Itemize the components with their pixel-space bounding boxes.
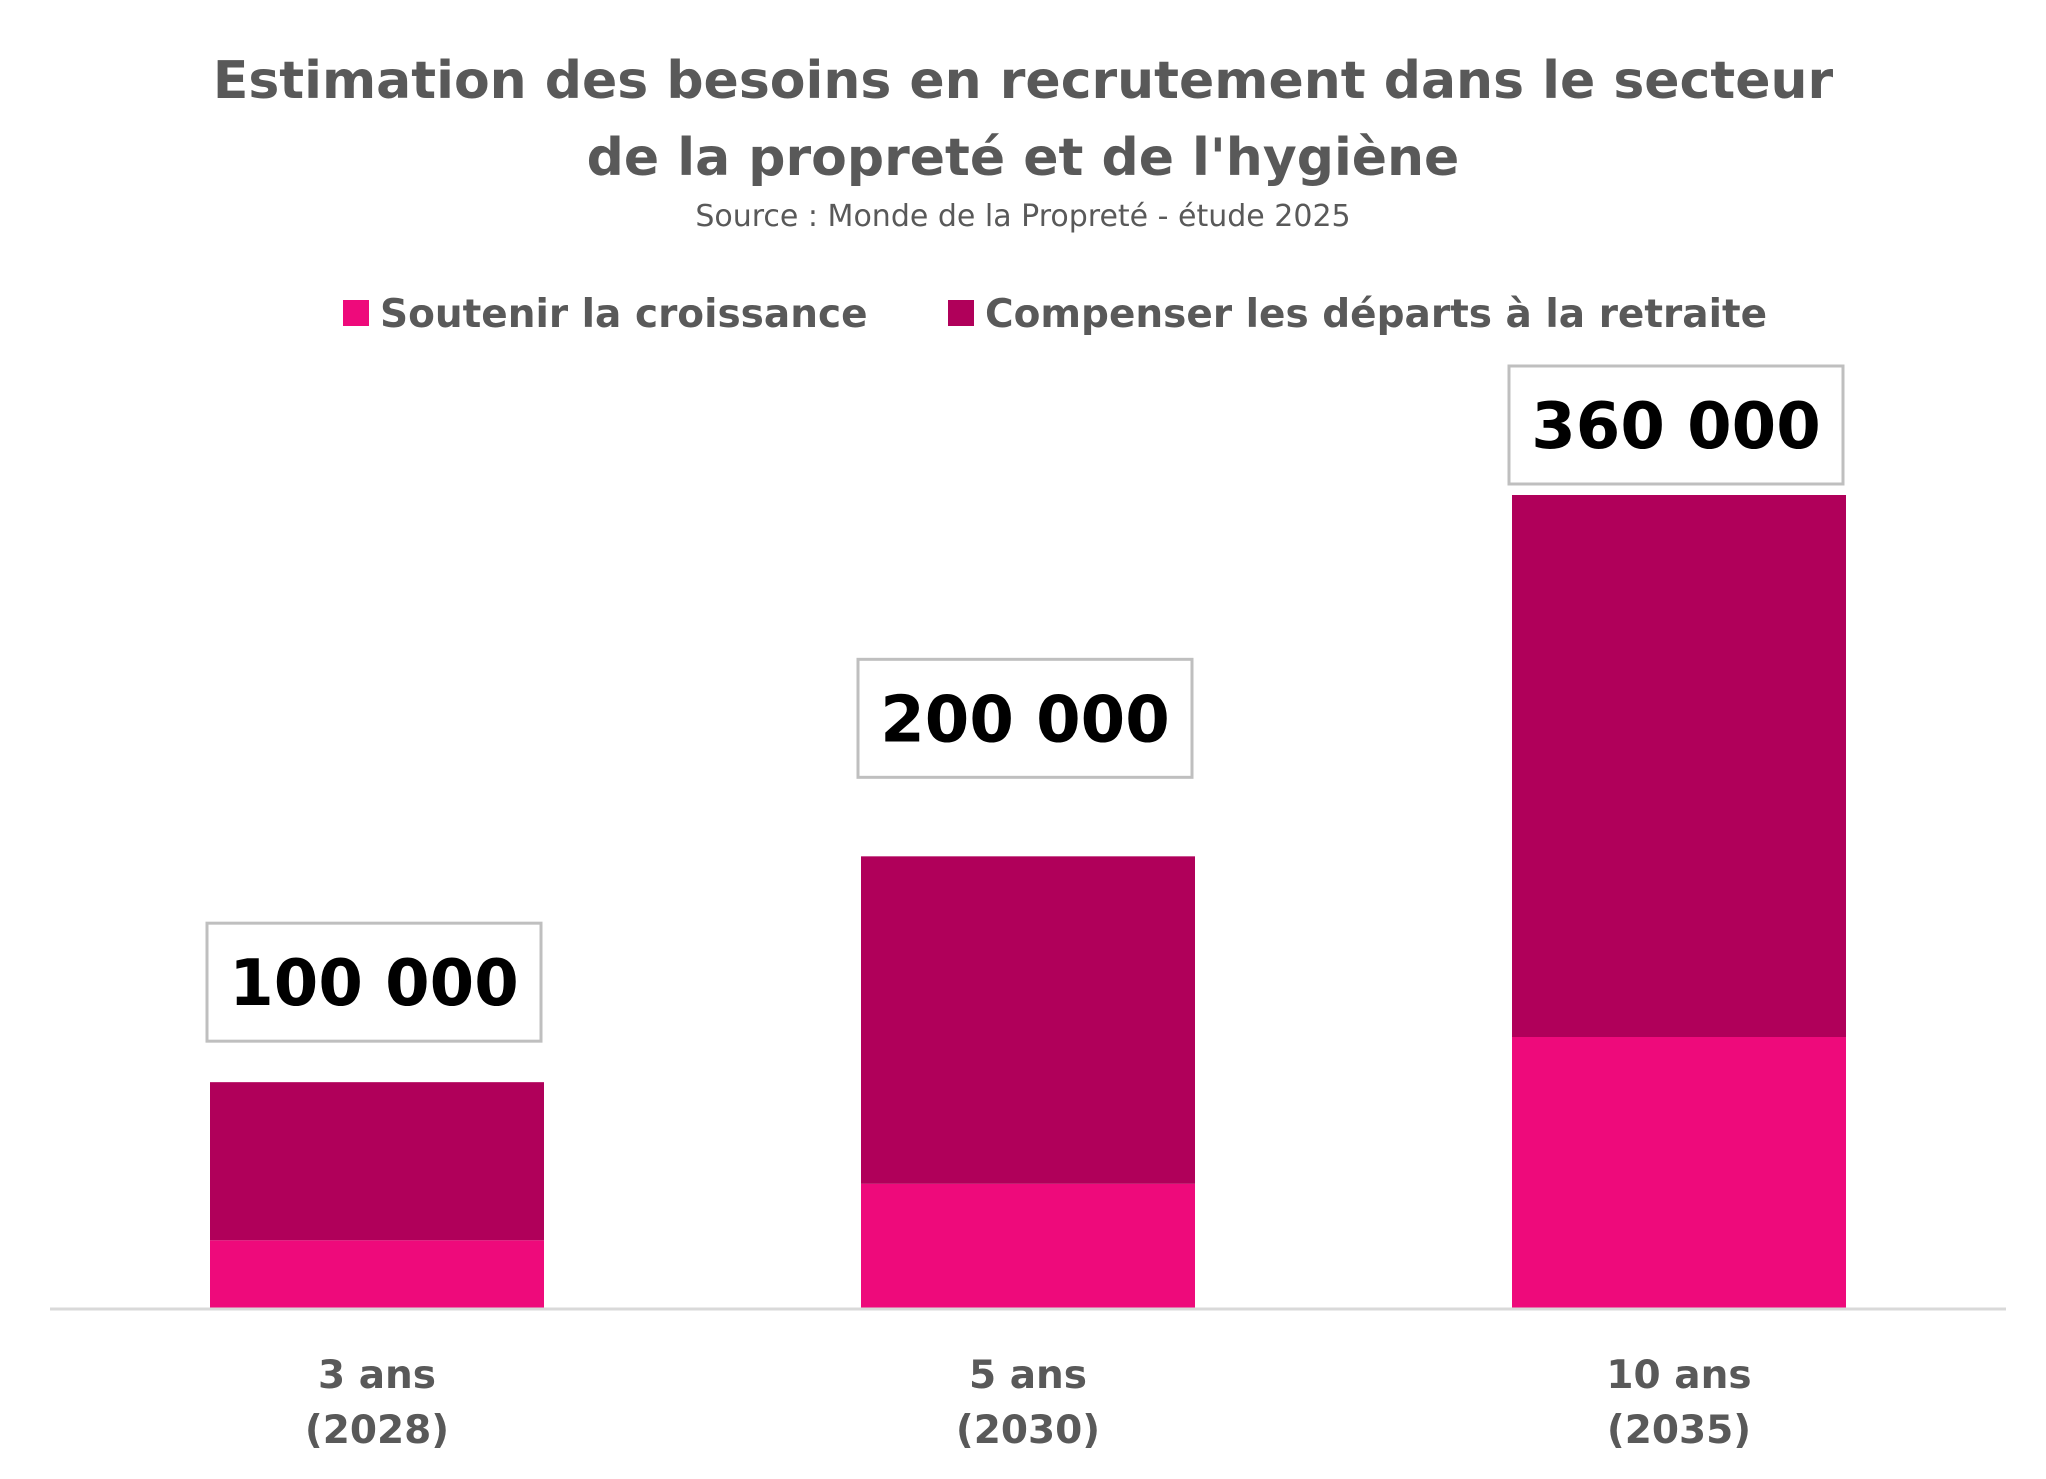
chart-subtitle: Source : Monde de la Propreté - étude 20… [695, 199, 1350, 234]
legend: Soutenir la croissance Compenser les dép… [343, 292, 1767, 337]
x-axis-ticks: 3 ans (2028) 5 ans (2030) 10 ans (2035) [305, 1353, 1752, 1453]
bar-segment-retraite [861, 856, 1195, 1184]
legend-swatch-croissance [343, 300, 369, 326]
chart-title-line-2: de la propreté et de l'hygiène [587, 128, 1460, 188]
x-tick-label: 10 ans [1606, 1353, 1751, 1398]
chart-title-line-1: Estimation des besoins en recrutement da… [213, 51, 1834, 111]
x-tick-year: (2030) [956, 1408, 1100, 1453]
total-label-box [856, 657, 1194, 779]
bar-segment-retraite [1512, 495, 1846, 1037]
bar-segment-croissance [210, 1240, 544, 1308]
bar-segment-croissance [1512, 1037, 1846, 1308]
total-label-box [1507, 364, 1845, 486]
x-tick-year: (2028) [305, 1408, 449, 1453]
legend-label-retraite: Compenser les départs à la retraite [985, 292, 1767, 337]
x-tick-label: 3 ans [318, 1353, 436, 1398]
bar-segment-retraite [210, 1082, 544, 1241]
legend-label-croissance: Soutenir la croissance [380, 292, 868, 337]
bars: 100 000 200 000 360 000 [205, 364, 1846, 1308]
x-tick-year: (2035) [1607, 1408, 1751, 1453]
total-label: 200 000 [880, 683, 1169, 757]
total-label: 100 000 [229, 947, 518, 1021]
x-tick-label: 5 ans [969, 1353, 1087, 1398]
bar-segment-croissance [861, 1183, 1195, 1308]
legend-swatch-retraite [948, 300, 974, 326]
total-label: 360 000 [1531, 390, 1820, 464]
total-label-box [205, 921, 543, 1043]
